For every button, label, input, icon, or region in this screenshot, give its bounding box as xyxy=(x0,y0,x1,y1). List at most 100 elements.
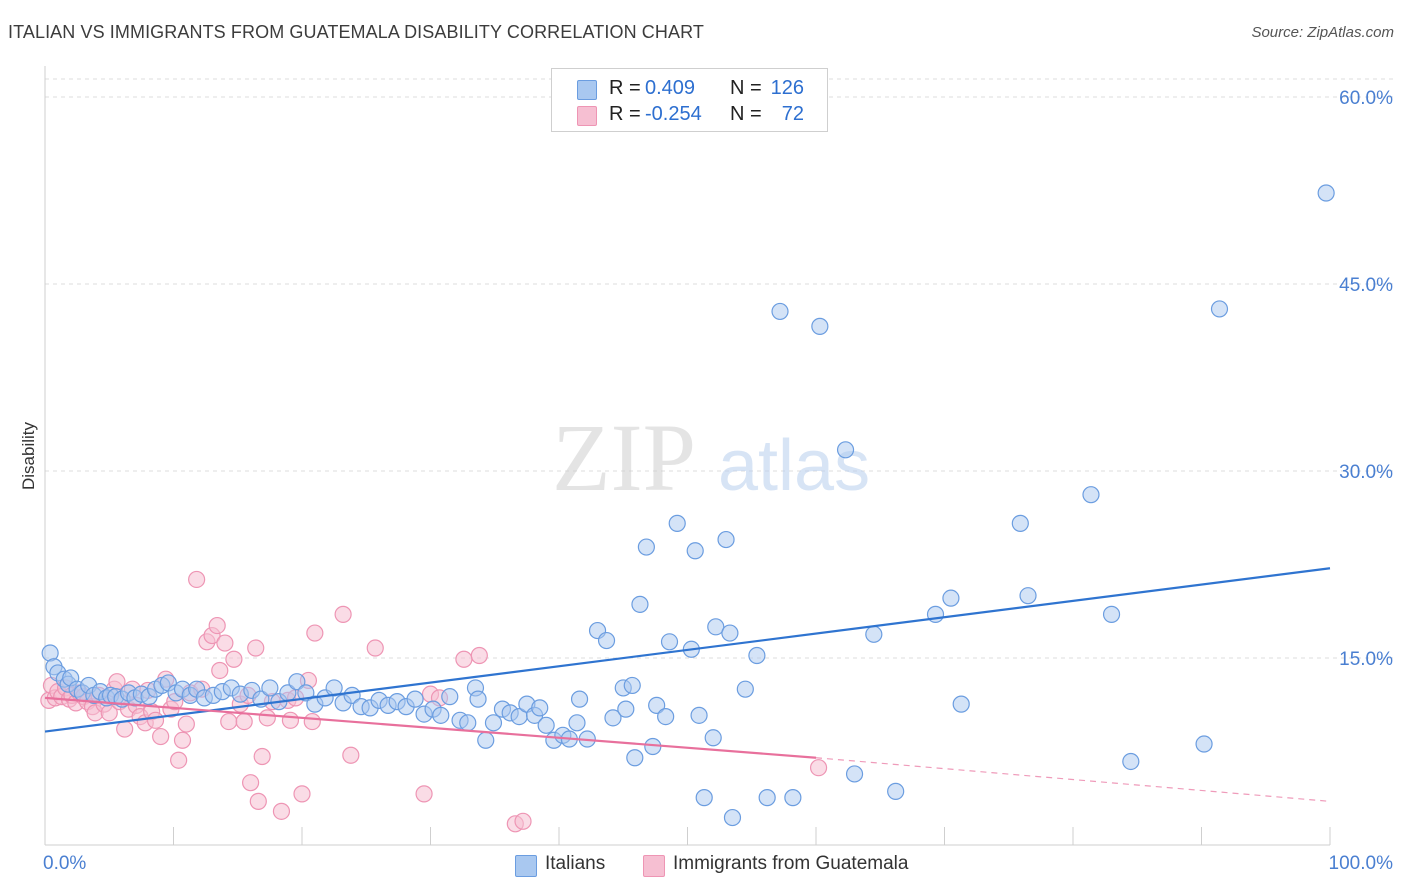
bottom-legend-swatch-guatemala xyxy=(643,855,665,877)
axis-layer xyxy=(44,66,1331,846)
italians-point xyxy=(865,625,883,643)
italians-point xyxy=(477,731,495,749)
italians-point xyxy=(432,706,450,724)
guatemala-point xyxy=(146,711,165,729)
italians-point xyxy=(686,542,704,560)
watermark-zip: ZIP xyxy=(552,404,696,511)
guatemala-trend-line xyxy=(44,696,817,759)
italians-point xyxy=(942,589,960,607)
legend-n-value: 72 xyxy=(781,103,804,125)
chart-title: ITALIAN VS IMMIGRANTS FROM GUATEMALA DIS… xyxy=(8,22,704,42)
italians-point xyxy=(631,595,649,613)
italians-point xyxy=(758,789,776,807)
italians-point xyxy=(704,729,722,747)
italians-point xyxy=(617,700,635,718)
guatemala-point xyxy=(220,712,238,731)
guatemala-point xyxy=(415,785,433,803)
guatemala-point xyxy=(116,720,134,738)
italians-point xyxy=(568,714,586,732)
italians-point xyxy=(441,688,459,706)
tick-labels: 15.0% 30.0% 45.0% 60.0% 0.0% 100.0% xyxy=(43,88,1393,874)
guatemala-point xyxy=(170,751,188,769)
guatemala-point xyxy=(216,634,234,652)
legend-n-label: N = xyxy=(730,77,762,99)
legend-box: R = 0.409 N = 126 R = -0.254 N = 72 xyxy=(551,68,828,132)
italians-point xyxy=(1122,752,1140,771)
guatemala-point xyxy=(249,792,267,810)
italians-point xyxy=(626,749,644,767)
italians-point xyxy=(648,696,666,714)
italians-point xyxy=(484,714,503,732)
italians-point xyxy=(623,676,641,695)
guatemala-point xyxy=(211,661,229,680)
italians-point xyxy=(736,680,754,698)
watermark-atlas: atlas xyxy=(718,426,870,506)
italians-point xyxy=(459,714,477,732)
italians-point xyxy=(1102,605,1121,623)
trend-layer xyxy=(44,567,1331,802)
guatemala-point xyxy=(177,715,195,733)
italians-point xyxy=(637,538,655,556)
italians-point xyxy=(1019,587,1037,605)
guatemala-trend-extension xyxy=(815,757,1331,802)
guatemala-point xyxy=(225,650,243,668)
guatemala-point xyxy=(293,785,311,803)
guatemala-point xyxy=(455,650,473,668)
italians-point xyxy=(657,707,675,726)
guatemala-point xyxy=(258,709,276,727)
bottom-legend: Italians Immigrants from Guatemala xyxy=(0,852,1406,878)
italians-point xyxy=(721,624,739,642)
y-tick-label: 60.0% xyxy=(1339,88,1393,109)
italians-point xyxy=(597,631,616,650)
italians-point xyxy=(952,695,970,713)
italians-point xyxy=(695,789,713,807)
italians-point xyxy=(1317,184,1335,202)
y-axis-label: Disability xyxy=(19,421,38,490)
italians-point xyxy=(845,765,864,783)
guatemala-point xyxy=(342,746,360,764)
italians-point xyxy=(1011,514,1029,532)
legend-n-value: 126 xyxy=(770,77,804,99)
italians-point xyxy=(604,709,622,727)
legend-row-guatemala: R = -0.254 N = 72 xyxy=(552,102,827,128)
chart-source: Source: ZipAtlas.com xyxy=(1251,24,1394,41)
legend-r-value: 0.409 xyxy=(645,77,696,99)
guatemala-point xyxy=(152,727,170,746)
italians-point xyxy=(1210,300,1229,318)
guatemala-point xyxy=(334,605,352,623)
legend-swatch-guatemala xyxy=(577,106,597,126)
legend-row-italians: R = 0.409 N = 126 xyxy=(552,76,827,102)
italians-point xyxy=(570,690,589,708)
italians-point xyxy=(887,782,905,800)
italians-point xyxy=(668,514,686,532)
guatemala-point xyxy=(809,759,828,777)
italians-point xyxy=(406,690,424,708)
italians-point xyxy=(531,699,549,717)
italians-point xyxy=(717,530,735,549)
legend-r-label: R = xyxy=(609,77,641,99)
italians-point xyxy=(469,690,487,708)
bottom-legend-label-italians: Italians xyxy=(545,853,606,874)
legend-swatch-italians xyxy=(577,80,597,100)
italians-trend-line xyxy=(44,567,1331,733)
guatemala-point xyxy=(188,570,206,589)
bottom-legend-swatch-italians xyxy=(515,855,537,877)
italians-point xyxy=(537,716,555,734)
italians-point xyxy=(723,808,742,827)
italians-point xyxy=(1195,735,1213,753)
italians-point xyxy=(811,317,829,335)
legend-n-label: N = xyxy=(730,103,762,125)
x-tick-label: 100.0% xyxy=(1329,853,1394,874)
guatemala-point xyxy=(514,812,532,830)
guatemala-point xyxy=(247,639,265,657)
italians-point xyxy=(261,679,279,697)
guatemala-point xyxy=(208,616,226,635)
guatemala-point xyxy=(303,712,321,731)
x-tick-label: 0.0% xyxy=(43,853,86,874)
guatemala-point xyxy=(470,646,488,665)
italians-point xyxy=(707,618,725,636)
italians-point xyxy=(660,633,679,651)
italians-point xyxy=(771,302,789,321)
watermark: ZIP atlas xyxy=(552,404,870,511)
